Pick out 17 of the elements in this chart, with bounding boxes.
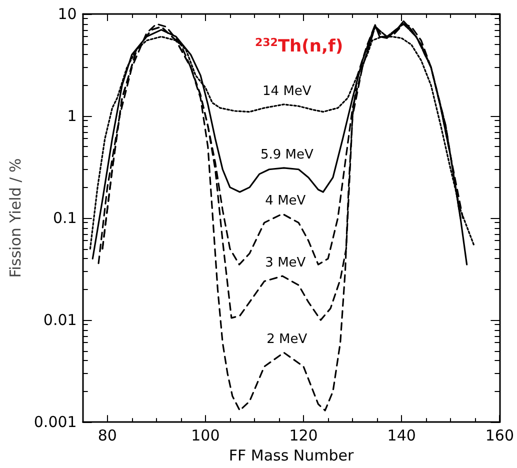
series-label: 2 MeV (266, 332, 308, 348)
x-tick-label: 120 (289, 426, 318, 445)
series-label: 5.9 MeV (260, 147, 314, 162)
x-axis-title: FF Mass Number (228, 446, 354, 464)
series-label: 3 MeV (265, 256, 306, 271)
x-tick-label: 140 (387, 426, 416, 445)
series-label: 14 MeV (262, 84, 312, 99)
x-tick-label: 80 (98, 426, 117, 445)
y-tick-label: 10 (58, 5, 77, 23)
y-tick-label: 1 (67, 107, 77, 126)
y-tick-label: 0.01 (43, 311, 77, 330)
series-label: 4 MeV (265, 193, 306, 208)
y-tick-label: 0.1 (52, 209, 77, 228)
x-tick-label: 160 (485, 426, 514, 445)
y-axis-title: Fission Yield / % (6, 158, 24, 278)
x-tick-label: 100 (191, 426, 220, 445)
y-tick-label: 0.001 (34, 413, 77, 432)
